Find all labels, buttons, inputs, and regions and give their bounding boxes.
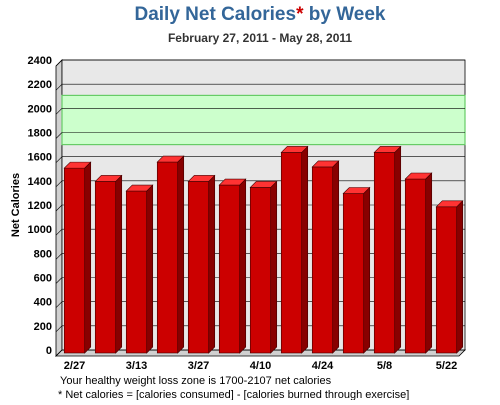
y-tick-label: 1600: [28, 152, 52, 164]
y-tick-label: 1200: [28, 200, 52, 212]
bar-side: [332, 160, 340, 354]
y-tick-label: 1800: [28, 128, 52, 140]
grid-line: [55, 156, 63, 163]
bar-group: [311, 160, 340, 354]
grid-line: [55, 301, 63, 308]
y-tick-label: 800: [34, 248, 52, 260]
chart-subtitle: February 27, 2011 - May 28, 2011: [168, 31, 352, 45]
y-tick-label: 600: [34, 273, 52, 285]
bar-side: [456, 200, 464, 354]
bar-side: [425, 172, 433, 354]
y-tick-label: 2200: [28, 79, 52, 91]
grid-line: [55, 180, 63, 188]
bar: [156, 161, 179, 354]
bar-group: [373, 145, 402, 354]
bar-side: [146, 184, 154, 354]
grid-line: [55, 228, 63, 236]
bar-group: [218, 178, 247, 354]
bar: [63, 167, 86, 354]
x-tick-label: 3/27: [188, 360, 209, 372]
grid-line: [55, 204, 63, 212]
x-tick-label: 5/22: [436, 360, 457, 372]
grid-line: [55, 132, 63, 139]
bar-side: [208, 174, 216, 354]
bar: [94, 181, 117, 354]
bar: [249, 187, 272, 354]
bar-group: [404, 172, 433, 354]
y-tick-label: 2400: [28, 55, 52, 67]
bar: [280, 152, 303, 354]
bar-side: [239, 178, 247, 354]
grid-line: [55, 83, 63, 91]
bar-group: [125, 184, 154, 354]
y-tick-label: 400: [34, 297, 52, 309]
y-axis-label: Net Calories: [10, 173, 22, 237]
bar: [218, 184, 241, 354]
y-tick-label: 200: [34, 321, 52, 333]
bar-side: [115, 174, 123, 354]
bar-side: [177, 155, 185, 354]
y-tick-label: 1000: [28, 224, 52, 236]
bar-side: [84, 161, 92, 354]
y-tick-label: 0: [46, 345, 52, 357]
bar-side: [301, 145, 309, 354]
note: Your healthy weight loss zone is 1700-21…: [60, 375, 332, 387]
bar: [187, 181, 210, 354]
bar: [311, 166, 334, 354]
bar-group: [435, 200, 464, 354]
x-tick-label: 2/27: [64, 360, 85, 372]
bar-group: [156, 155, 185, 354]
grid-line: [55, 59, 63, 67]
bar-group: [63, 161, 92, 354]
bar: [435, 206, 458, 354]
grid-line: [55, 325, 63, 333]
note: * Net calories = [calories consumed] - […: [58, 389, 409, 400]
x-tick-label: 4/24: [312, 360, 334, 372]
bar-side: [363, 186, 371, 354]
bar-group: [187, 174, 216, 354]
x-tick-label: 3/13: [126, 360, 147, 372]
bar-group: [280, 145, 309, 354]
bar: [373, 152, 396, 354]
bar: [125, 190, 148, 354]
healthy-zone: [61, 94, 466, 146]
bar-group: [94, 174, 123, 354]
chart-title: Daily Net Calories* by Week: [134, 4, 385, 25]
grid-line: [55, 349, 63, 357]
x-tick-label: 4/10: [250, 360, 271, 372]
bar: [404, 178, 427, 354]
bar: [342, 193, 365, 354]
bar-side: [270, 180, 278, 354]
grid-line: [55, 277, 63, 284]
bar-group: [342, 186, 371, 354]
y-tick-label: 1400: [28, 176, 52, 188]
grid-line: [55, 253, 63, 260]
bar-group: [249, 180, 278, 354]
grid-line: [55, 108, 63, 115]
x-tick-label: 5/8: [377, 360, 392, 372]
y-tick-label: 2000: [28, 103, 52, 115]
bar-side: [394, 145, 402, 354]
